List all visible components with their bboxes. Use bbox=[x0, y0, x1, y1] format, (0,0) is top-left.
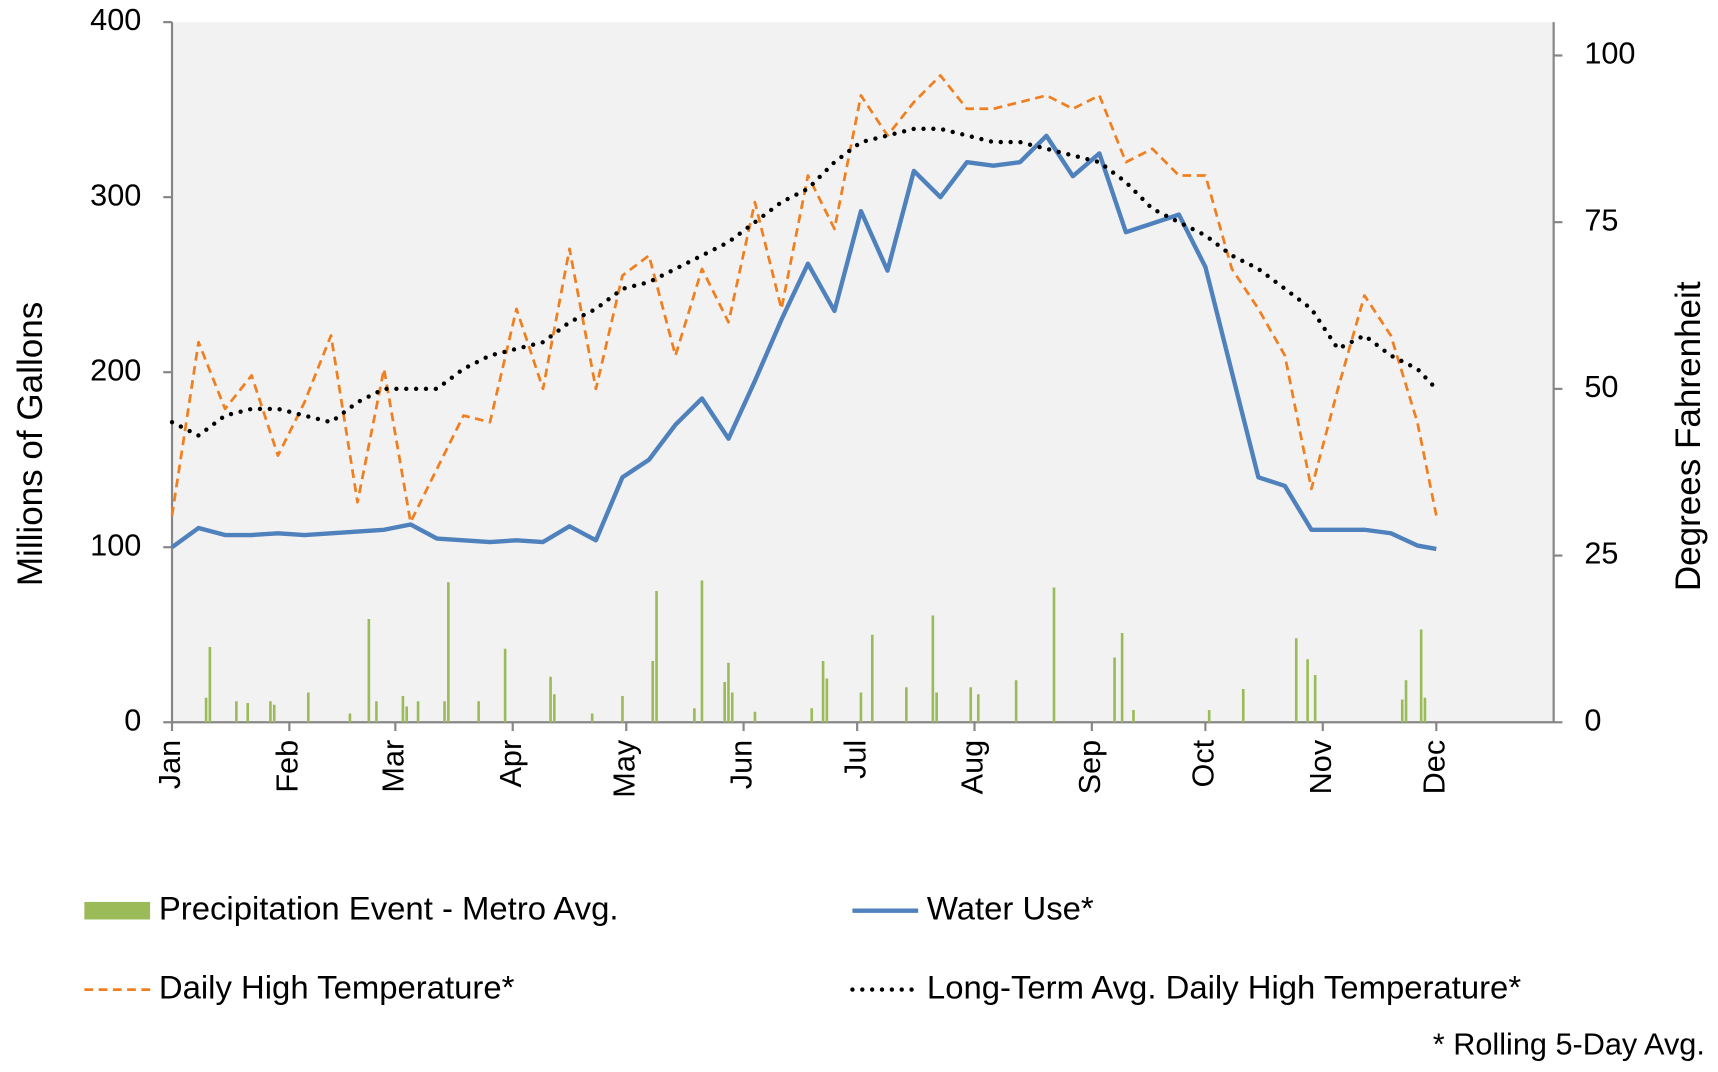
y-axis-label: Millions of Gallons bbox=[11, 302, 50, 586]
precipitation-bar bbox=[1404, 680, 1408, 723]
precipitation-bar bbox=[590, 713, 594, 723]
precipitation-bar bbox=[931, 615, 935, 723]
precipitation-bar bbox=[1052, 587, 1056, 723]
precipitation-bar bbox=[723, 682, 726, 723]
precipitation-bar bbox=[235, 701, 238, 723]
precipitation-bar bbox=[447, 582, 450, 723]
x-tick-label: Jul bbox=[838, 740, 872, 779]
x-tick-label: Jun bbox=[725, 740, 759, 789]
precipitation-bar bbox=[375, 701, 378, 723]
precipitation-bar bbox=[905, 687, 908, 723]
y2-tick-label: 75 bbox=[1584, 203, 1618, 237]
precipitation-bar bbox=[477, 701, 480, 723]
legend-label: Daily High Temperature* bbox=[159, 968, 515, 1005]
precipitation-bar bbox=[821, 661, 825, 723]
y-tick-label: 200 bbox=[90, 353, 141, 387]
precipitation-bar bbox=[810, 708, 814, 723]
x-tick-label: Dec bbox=[1417, 740, 1451, 795]
y-tick-label: 0 bbox=[124, 703, 141, 737]
x-tick-label: May bbox=[607, 739, 641, 798]
y-tick-label: 300 bbox=[90, 178, 141, 212]
series-line bbox=[170, 74, 1438, 524]
series-line bbox=[169, 126, 1439, 438]
series-line bbox=[170, 133, 1437, 552]
precipitation-bar bbox=[1313, 675, 1317, 723]
precipitation-bar bbox=[1120, 632, 1124, 723]
precipitation-bar bbox=[1014, 680, 1018, 723]
precipitation-bar bbox=[1132, 710, 1135, 723]
x-tick-label: Apr bbox=[494, 740, 528, 788]
precipitation-bar bbox=[367, 618, 371, 723]
precipitation-bar bbox=[306, 692, 310, 723]
y2-axis-label: Degrees Fahrenheit bbox=[1669, 281, 1708, 591]
precipitation-bar bbox=[969, 687, 973, 723]
x-tick-label: Sep bbox=[1073, 740, 1107, 795]
y-tick-label: 400 bbox=[90, 3, 141, 37]
x-tick-label: Nov bbox=[1304, 739, 1338, 794]
precipitation-bar bbox=[1241, 689, 1245, 723]
precipitation-bar bbox=[1400, 699, 1404, 723]
plot-area bbox=[172, 22, 1554, 723]
precipitation-bar bbox=[693, 708, 696, 723]
precipitation-bar bbox=[272, 704, 276, 723]
x-tick-label: Jan bbox=[153, 740, 187, 789]
precipitation-bar bbox=[976, 694, 980, 723]
precipitation-bar bbox=[730, 692, 734, 723]
precipitation-bar bbox=[753, 711, 757, 723]
precipitation-bar bbox=[1294, 638, 1298, 723]
precipitation-bar bbox=[655, 590, 658, 723]
precipitation-bar bbox=[700, 580, 704, 723]
precipitation-bar bbox=[416, 701, 420, 723]
precipitation-bar bbox=[621, 696, 624, 723]
precipitation-bar bbox=[1207, 710, 1211, 723]
precipitation-bar bbox=[549, 676, 552, 723]
x-tick-label: Aug bbox=[956, 740, 990, 795]
precipitation-bar bbox=[269, 701, 272, 723]
precipitation-bar bbox=[405, 706, 409, 723]
footnote: * Rolling 5-Day Avg. bbox=[1433, 1028, 1705, 1062]
precipitation-bar bbox=[401, 696, 405, 723]
legend-label: Precipitation Event - Metro Avg. bbox=[159, 889, 619, 926]
precipitation-bar bbox=[870, 634, 874, 723]
precipitation-bar bbox=[1113, 657, 1116, 723]
precipitation-bar bbox=[204, 697, 208, 723]
precipitation-bar bbox=[348, 713, 352, 723]
precipitation-bar bbox=[443, 701, 446, 723]
y2-tick-label: 100 bbox=[1584, 37, 1635, 71]
y2-tick-label: 0 bbox=[1584, 703, 1601, 737]
precipitation-bar bbox=[651, 661, 655, 723]
legend-label: Long-Term Avg. Daily High Temperature* bbox=[927, 968, 1521, 1005]
precipitation-bar bbox=[246, 703, 250, 723]
y-tick-label: 100 bbox=[90, 528, 141, 562]
x-tick-label: Oct bbox=[1187, 739, 1221, 787]
legend-label: Water Use* bbox=[927, 889, 1094, 926]
x-tick-label: Feb bbox=[270, 740, 304, 793]
precipitation-bar bbox=[727, 662, 730, 723]
legend-swatch bbox=[84, 901, 151, 920]
precipitation-bar bbox=[859, 692, 863, 723]
precipitation-bar bbox=[1419, 629, 1423, 723]
precipitation-bar bbox=[1423, 697, 1427, 723]
precipitation-bar bbox=[503, 648, 507, 723]
y2-tick-label: 50 bbox=[1584, 370, 1618, 404]
precipitation-bar bbox=[208, 646, 212, 723]
precipitation-bar bbox=[1306, 659, 1309, 723]
precipitation-bar bbox=[825, 678, 829, 723]
y2-tick-label: 25 bbox=[1584, 537, 1618, 571]
precipitation-bar bbox=[935, 692, 938, 723]
x-tick-label: Mar bbox=[376, 740, 410, 793]
precipitation-bar bbox=[553, 694, 556, 723]
